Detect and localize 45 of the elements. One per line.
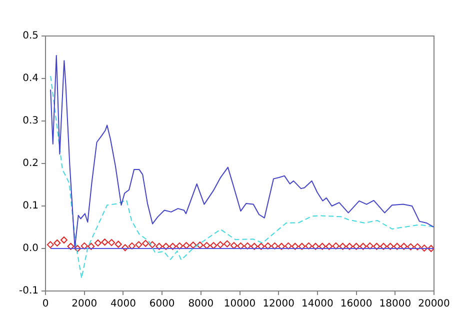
point xyxy=(142,240,150,247)
x-tick-label: 20000 xyxy=(418,298,450,310)
point xyxy=(80,242,88,250)
y-tick-label: 0.4 xyxy=(22,73,39,84)
point xyxy=(54,239,61,246)
point xyxy=(190,242,197,249)
point xyxy=(332,242,340,250)
line-series xyxy=(50,75,434,279)
x-tick-label: 18000 xyxy=(379,298,412,310)
point xyxy=(128,242,136,250)
x-tick-label: 0 xyxy=(42,298,49,310)
point xyxy=(101,238,108,246)
y-tick-label: -0.1 xyxy=(18,286,39,297)
y-tick-label: 0.0 xyxy=(22,243,39,254)
point xyxy=(210,242,218,250)
point xyxy=(264,242,272,250)
point xyxy=(135,241,142,248)
point xyxy=(284,242,292,250)
point xyxy=(366,242,374,250)
point xyxy=(94,239,102,246)
x-tick-label: 6000 xyxy=(149,298,175,310)
x-tick-label: 10000 xyxy=(224,298,256,310)
y-tick-label: 0.2 xyxy=(22,158,39,170)
point xyxy=(60,236,68,244)
point xyxy=(46,241,54,248)
point xyxy=(271,242,278,250)
point xyxy=(224,240,231,248)
x-tick-label: 8000 xyxy=(188,298,214,310)
point xyxy=(216,241,224,248)
x-tick-label: 2000 xyxy=(72,298,98,310)
point xyxy=(108,239,116,246)
y-tick-label: 0.5 xyxy=(22,30,39,42)
x-tick-label: 14000 xyxy=(302,298,334,310)
y-tick-label: 0.3 xyxy=(22,116,39,127)
point xyxy=(176,242,184,250)
x-tick-label: 4000 xyxy=(110,298,136,310)
x-tick-label: 16000 xyxy=(340,298,372,310)
point xyxy=(230,242,238,250)
x-tick-label: 12000 xyxy=(262,298,295,310)
point xyxy=(114,240,122,248)
point xyxy=(305,242,312,250)
point xyxy=(182,242,190,250)
point xyxy=(244,242,252,250)
y-tick-label: 0.1 xyxy=(22,200,39,212)
point xyxy=(237,242,244,250)
